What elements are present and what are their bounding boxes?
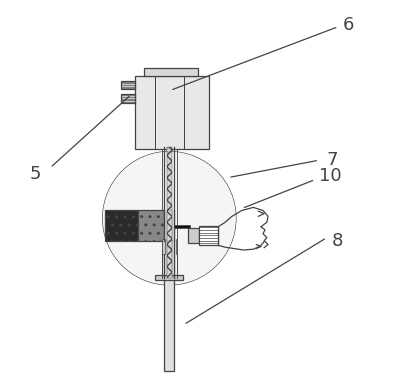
Circle shape xyxy=(102,152,235,285)
Bar xyxy=(120,94,135,103)
Bar xyxy=(175,239,177,254)
Text: 6: 6 xyxy=(342,16,353,34)
Bar xyxy=(167,210,172,241)
Text: 8: 8 xyxy=(331,232,343,250)
Bar xyxy=(174,225,190,228)
Bar xyxy=(167,148,172,152)
Text: 7: 7 xyxy=(326,151,338,169)
Bar xyxy=(164,278,174,371)
Bar xyxy=(120,81,135,89)
Text: 10: 10 xyxy=(318,167,341,185)
Bar xyxy=(188,227,198,243)
Bar xyxy=(138,210,163,241)
Bar xyxy=(198,226,218,245)
Bar xyxy=(144,68,198,76)
Bar xyxy=(105,210,138,241)
Bar xyxy=(167,239,172,278)
Bar xyxy=(135,76,208,149)
Bar xyxy=(167,147,172,277)
Circle shape xyxy=(102,152,235,285)
Bar xyxy=(155,275,183,280)
Text: 5: 5 xyxy=(30,165,41,183)
Bar xyxy=(161,239,164,254)
